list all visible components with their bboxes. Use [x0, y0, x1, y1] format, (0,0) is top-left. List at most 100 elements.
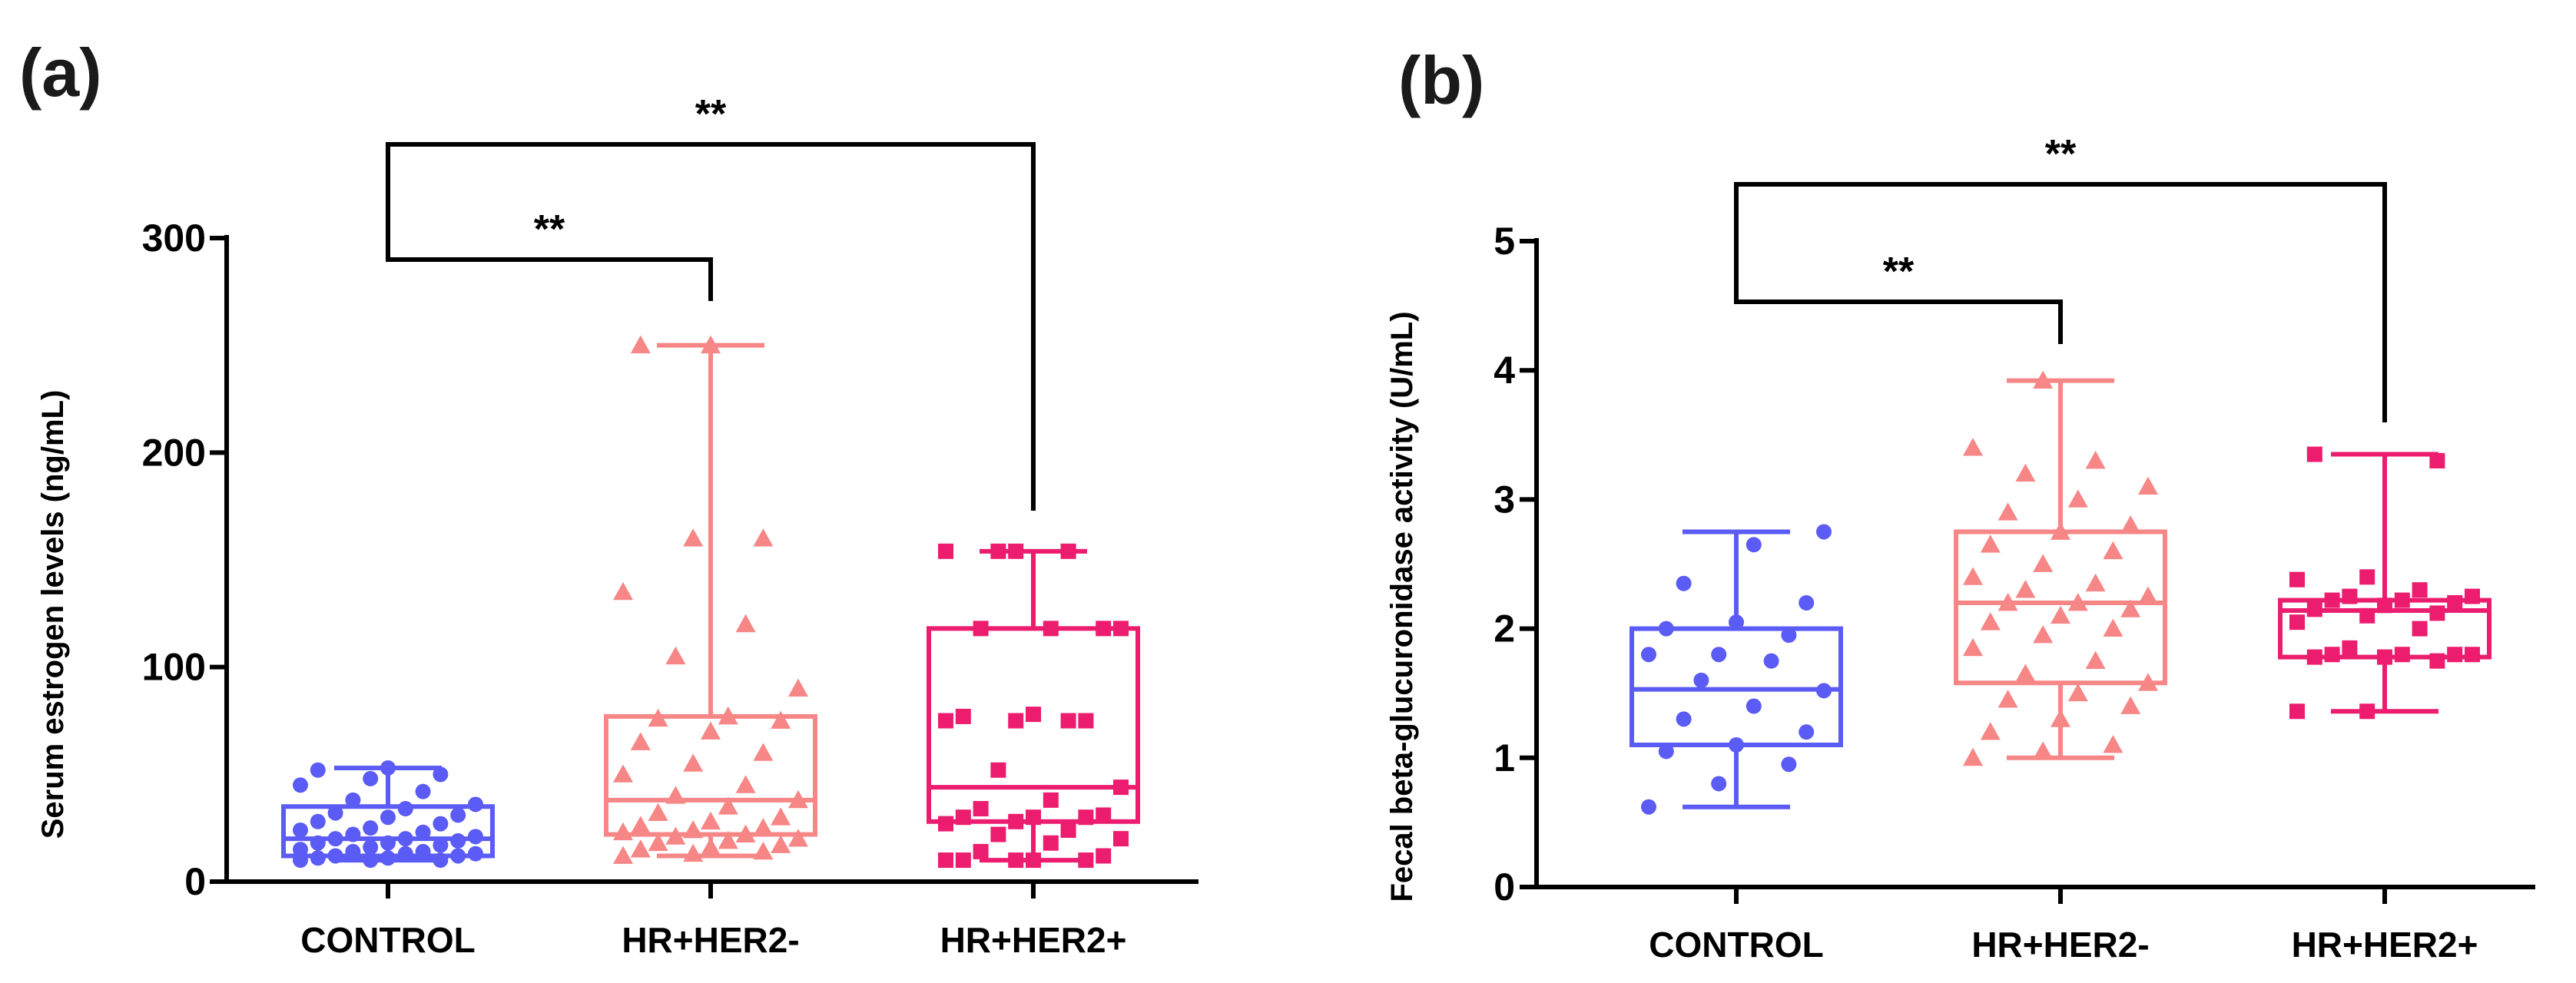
panel-a-data-point: [468, 846, 483, 862]
panel-a-data-point: [938, 713, 953, 729]
panel-b-data-point: [1676, 575, 1692, 591]
panel-a-data-point: [753, 818, 774, 836]
panel-a-data-point: [433, 766, 449, 783]
panel-b-category-label: HR+HER2+: [2292, 925, 2478, 965]
panel-b-data-point: [1816, 524, 1832, 540]
panel-b-data-point: [2359, 607, 2375, 624]
panel-a-data-point: [701, 721, 721, 740]
panel-a-data-point: [310, 850, 326, 866]
panel-a-data-point: [1008, 713, 1024, 729]
panel-b-data-point: [2306, 601, 2322, 617]
panel-a-data-point: [648, 803, 668, 822]
panel-b-data-point: [2289, 703, 2305, 720]
panel-a-data-point: [990, 762, 1006, 778]
panel-a-data-point: [450, 848, 466, 864]
panel-b-category-label: HR+HER2-: [1971, 925, 2149, 965]
panel-a: (a) Serum estrogen levels (ng/mL) 0 100 20…: [19, 35, 1198, 960]
panel-b-data-point: [2085, 450, 2106, 469]
panel-a-data-point: [363, 839, 379, 856]
panel-b-data-point: [1729, 736, 1744, 753]
panel-b-data-point: [2085, 573, 2106, 592]
panel-a-data-point: [771, 835, 791, 853]
panel-a-letter: (a): [19, 35, 102, 111]
panel-a-data-point: [1113, 621, 1129, 637]
panel-b-significance-bracket: [1734, 265, 2063, 344]
panel-a-data-point: [718, 830, 738, 849]
panel-a-data-point: [788, 789, 808, 809]
panel-a-data-point: [973, 801, 989, 817]
panel-b-data-point: [2342, 640, 2358, 656]
panel-a-data-point: [1026, 809, 1041, 826]
panel-b-data-point: [2429, 653, 2445, 669]
panel-a-data-point: [973, 843, 989, 859]
panel-b-data-point: [2289, 571, 2305, 587]
panel-a-data-point: [630, 335, 651, 354]
panel-b-data-point: [2377, 649, 2392, 665]
panel-a-significance-bracket: [386, 142, 1036, 511]
panel-a-data-point: [1043, 835, 1059, 851]
panel-b-data-point: [2394, 592, 2410, 608]
panel-b-data-point: [2015, 580, 2036, 598]
panel-a-data-point: [718, 706, 738, 725]
panel-b-data-point: [2103, 618, 2123, 637]
panel-b-data-point: [2051, 605, 2070, 624]
panel-b-data-point: [2120, 515, 2141, 534]
panel-a-box: [604, 713, 817, 837]
panel-b-data-point: [2306, 446, 2322, 462]
panel-a-data-point: [327, 805, 343, 821]
panel-a-category-label: HR+HER2-: [622, 920, 799, 960]
panel-b-data-point: [2359, 569, 2375, 585]
panel-a-data-point: [955, 708, 971, 724]
panel-a-data-point: [468, 829, 483, 845]
panel-b-data-point: [2015, 664, 2036, 682]
panel-b-significance-label: **: [1883, 250, 1915, 294]
panel-a-data-point: [363, 820, 379, 836]
panel-a-data-point: [1060, 822, 1076, 838]
panel-a-data-point: [973, 621, 989, 637]
panel-b-data-point: [2103, 734, 2123, 753]
panel-b-data-point: [2324, 647, 2340, 663]
panel-b-data-point: [2377, 597, 2392, 614]
panel-b-plot-area: 0 1 2 3 4 5 CONTROL HR+HER2- HR+HER2+ ** **: [1494, 132, 2535, 965]
panel-a-significance-label: **: [695, 92, 727, 137]
panel-b-data-point: [2447, 647, 2463, 663]
panel-a-data-point: [345, 843, 361, 859]
panel-a-data-point: [415, 843, 431, 859]
panel-b-data-point: [1799, 724, 1815, 740]
panel-a-data-point: [380, 809, 396, 826]
panel-b-data-point: [2067, 592, 2088, 611]
panel-b-data-point: [2394, 647, 2410, 663]
panel-a-data-point: [1043, 621, 1059, 637]
panel-a-data-point: [327, 848, 343, 864]
panel-a-data-point: [293, 822, 308, 838]
panel-a-y-tick-label: 200: [142, 431, 206, 474]
panel-b-data-point: [1963, 637, 1983, 657]
panel-b-data-point: [1781, 756, 1797, 773]
panel-b-data-point: [1641, 799, 1656, 815]
panel-a-data-point: [1043, 792, 1059, 808]
panel-a-data-point: [990, 826, 1006, 842]
panel-a-data-point: [613, 581, 633, 601]
panel-b-data-point: [2085, 650, 2106, 670]
panel-b-data-point: [1658, 621, 1674, 637]
panel-b-data-point: [1963, 438, 1983, 456]
panel-a-y-axis-label: Serum estrogen levels (ng/mL): [36, 390, 70, 839]
panel-a-box: [927, 626, 1140, 824]
panel-b-data-point: [2412, 582, 2428, 598]
panel-b-data-point: [1711, 776, 1727, 792]
panel-a-data-point: [630, 732, 651, 750]
panel-a-data-point: [665, 786, 686, 804]
panel-a-data-point: [753, 841, 774, 860]
panel-a-data-point: [938, 543, 953, 559]
panel-b-data-point: [1997, 502, 2018, 521]
panel-b-y-tick-label: 4: [1494, 349, 1515, 392]
panel-a-data-point: [683, 819, 704, 839]
panel-a-data-point: [955, 809, 971, 826]
panel-b-data-point: [1997, 690, 2018, 708]
panel-b-data-point: [2138, 586, 2158, 604]
panel-b-data-point: [2033, 625, 2054, 644]
panel-a-data-point: [380, 835, 396, 851]
panel-a-data-point: [310, 762, 326, 778]
panel-b-data-point: [2447, 594, 2463, 611]
panel-a-data-point: [701, 837, 721, 856]
